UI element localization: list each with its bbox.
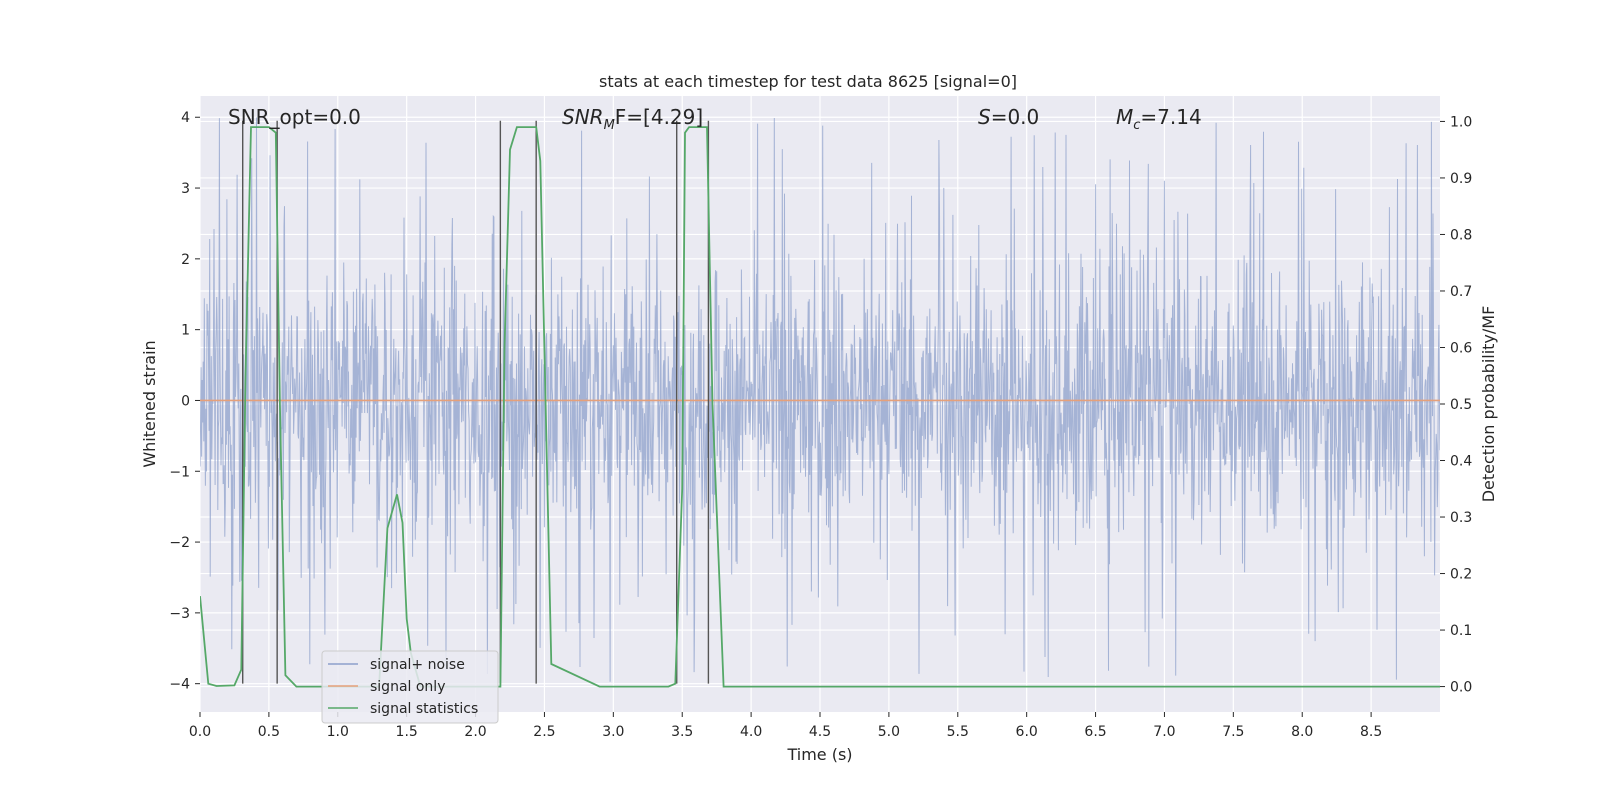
y2-tick-label-2: 0.8 [1450,227,1472,243]
x-tick-label-15: 7.5 [1222,724,1244,740]
x-tick-label-13: 6.5 [1084,724,1106,740]
x-tick-label-2: 1.0 [327,724,349,740]
x-tick-label-1: 0.5 [258,724,280,740]
annotation-s: S=0.0 [978,105,1039,129]
x-tick-label-11: 5.5 [947,724,969,740]
y-axis-left: 4 3 2 1 0 −1 −2 −3 −4 [169,110,200,693]
y2-tick-label-7: 0.3 [1450,510,1472,526]
y2-tick-label-10: 0.0 [1450,680,1472,696]
mc-sub: c [1133,118,1140,133]
y-tick-label-0: 4 [181,110,190,126]
mc-suffix: =7.14 [1140,105,1201,129]
x-tick-label-8: 4.0 [740,724,762,740]
legend-box [321,650,499,724]
x-tick-label-16: 8.0 [1291,724,1313,740]
x-tick-label-0: 0.0 [189,724,211,740]
x-tick-label-5: 2.5 [533,724,555,740]
x-axis: 0.0 0.5 1.0 1.5 2.0 2.5 3.0 3.5 4.0 4.5 5.0 5.5 6.0 6… [189,712,1382,740]
x-tick-label-6: 3.0 [602,724,624,740]
chart-title: stats at each timestep for test data 862… [599,72,1017,91]
y-tick-label-4: 0 [181,393,190,409]
y2-tick-label-8: 0.2 [1450,567,1472,583]
y-axis-right: 1.0 0.9 0.8 0.7 0.6 0.5 0.4 0.3 0.2 0.1 0.0 [1440,114,1472,696]
grid [199,96,1440,712]
snr-mf-suffix: F=[4.29] [615,105,703,129]
y2-tick-label-3: 0.7 [1450,284,1472,300]
y-tick-label-8: −4 [169,677,190,693]
snr-mf-prefix: SNR [562,105,604,129]
y2-tick-label-9: 0.1 [1450,623,1472,639]
y-tick-label-3: 1 [181,323,190,339]
y2-tick-label-4: 0.6 [1450,340,1472,356]
legend-label-signal-plus-noise: signal+ noise [370,657,465,673]
legend: signal+ noise signal only signal statist… [321,650,499,724]
x-tick-label-3: 1.5 [396,724,418,740]
x-tick-label-9: 4.5 [809,724,831,740]
y2-tick-label-0: 1.0 [1450,114,1472,130]
y2-axis-label: Detection probability/MF [1479,306,1498,503]
annotation-mc: Mc=7.14 [1116,105,1202,133]
series-signal-plus-noise [200,117,1440,682]
x-tick-label-12: 6.0 [1016,724,1038,740]
y-tick-label-1: 3 [181,181,190,197]
x-tick-label-10: 5.0 [878,724,900,740]
y2-tick-label-5: 0.5 [1450,397,1472,413]
annotation-snr-mf: SNRMF=[4.29] [562,105,703,133]
x-tick-label-14: 7.0 [1153,724,1175,740]
x-tick-label-4: 2.0 [464,724,486,740]
y-tick-label-6: −2 [169,535,190,551]
annotation-snr-opt: SNR_opt=0.0 [228,105,361,129]
legend-label-signal-statistics: signal statistics [370,701,478,717]
y-tick-label-5: −1 [169,464,190,480]
x-tick-label-7: 3.5 [671,724,693,740]
mc-prefix: M [1116,105,1133,129]
snr-mf-sub: M [604,118,615,133]
x-axis-label: Time (s) [786,745,852,764]
s-prefix: S [978,105,991,129]
y-tick-label-7: −3 [169,606,190,622]
y2-tick-label-6: 0.4 [1450,454,1472,470]
y-tick-label-2: 2 [181,252,190,268]
s-suffix: =0.0 [991,105,1040,129]
legend-label-signal-only: signal only [370,679,445,695]
x-tick-label-17: 8.5 [1360,724,1382,740]
y-axis-label: Whitened strain [140,340,159,467]
y2-tick-label-1: 0.9 [1450,171,1472,187]
